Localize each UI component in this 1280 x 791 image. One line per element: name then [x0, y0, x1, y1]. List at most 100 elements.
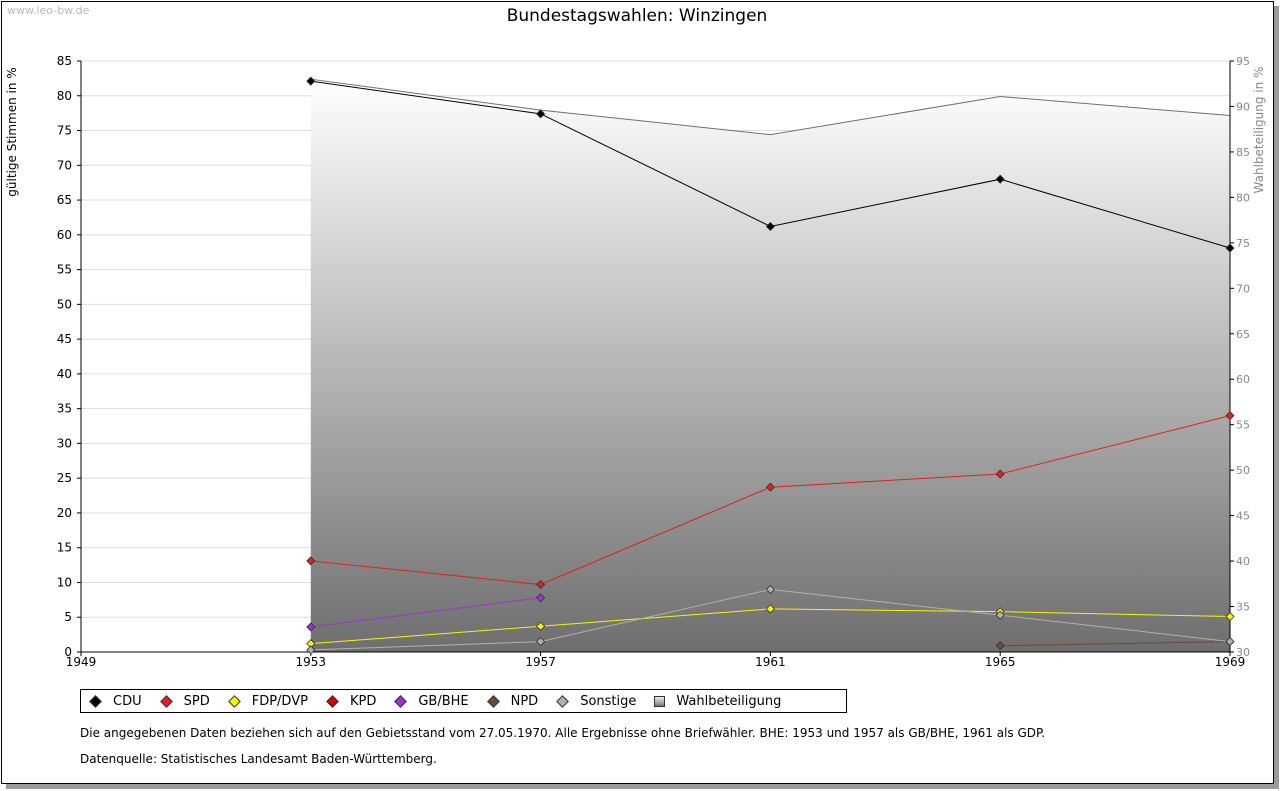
- x-tick-label: 1953: [296, 655, 327, 669]
- data-point-cdu: [765, 221, 775, 232]
- y-tick-label: 65: [57, 193, 72, 207]
- y-tick-label: 50: [57, 297, 72, 311]
- y-tick-label: 10: [57, 575, 72, 589]
- data-point-sonstige: [536, 637, 546, 647]
- data-point-sonstige: [765, 584, 775, 594]
- npd-marker-icon: [486, 694, 500, 708]
- x-tick-label: 1969: [1215, 655, 1246, 669]
- y-tick-label: 20: [57, 506, 72, 520]
- x-tick-label: 1949: [66, 655, 97, 669]
- legend: CDU SPD FDP/DVP KPD GB/BHE NPD Sonstige …: [80, 689, 847, 713]
- x-tick-label: 1957: [525, 655, 556, 669]
- legend-item-gbbhe: GB/BHE: [394, 693, 469, 709]
- turnout-square-icon: [654, 695, 666, 707]
- legend-label: Wahlbeteiligung: [676, 693, 782, 709]
- y2-tick-label: 35: [1236, 601, 1250, 614]
- y2-tick-label: 50: [1236, 464, 1250, 477]
- y2-tick-label: 40: [1236, 555, 1250, 568]
- sonstige-marker-icon: [556, 694, 570, 708]
- legend-label: KPD: [349, 693, 377, 709]
- y-tick-label: 35: [57, 402, 72, 416]
- chart-title: Bundestagswahlen: Winzingen: [507, 6, 768, 26]
- y2-tick-label: 55: [1236, 419, 1250, 432]
- data-point-spd: [995, 469, 1005, 479]
- y2-tick-label: 70: [1236, 282, 1250, 295]
- data-point-fdpdvp: [1225, 611, 1235, 622]
- data-point-sonstige: [306, 645, 316, 655]
- spd-marker-icon: [159, 694, 173, 708]
- y2-tick-label: 30: [1236, 646, 1250, 659]
- y2-tick-label: 85: [1236, 146, 1250, 159]
- y2-tick-label: 80: [1236, 191, 1250, 204]
- data-source: Datenquelle: Statistisches Landesamt Bad…: [80, 752, 437, 766]
- y-tick-label: 45: [57, 332, 72, 346]
- series-group: [306, 76, 1235, 655]
- data-point-spd: [1225, 411, 1235, 421]
- data-point-spd: [306, 556, 316, 566]
- series-line-gbbhe: [310, 597, 541, 628]
- frame-shadow-right: [1274, 6, 1279, 789]
- frame-shadow-bottom: [6, 784, 1279, 789]
- y2-tick-label: 45: [1236, 510, 1250, 523]
- data-point-spd: [765, 482, 775, 492]
- y-tick-label: 60: [57, 228, 72, 242]
- footnote: Die angegebenen Daten beziehen sich auf …: [80, 726, 1046, 740]
- legend-item-turnout: Wahlbeteiligung: [654, 694, 781, 709]
- legend-label: NPD: [510, 693, 539, 709]
- data-point-fdpdvp: [536, 621, 546, 631]
- data-point-sonstige: [1225, 637, 1235, 647]
- data-point-cdu: [995, 174, 1005, 184]
- y-tick-label: 0: [64, 645, 72, 659]
- y-tick-label: 30: [57, 436, 72, 450]
- y2-tick-label: 90: [1236, 100, 1250, 113]
- y-tick-label: 70: [57, 158, 72, 172]
- legend-label: GB/BHE: [418, 693, 469, 709]
- legend-item-spd: SPD: [159, 693, 210, 709]
- data-point-cdu: [1225, 243, 1235, 253]
- watermark: www.leo-bw.de: [7, 4, 90, 17]
- turnout-area-group: [310, 78, 1231, 652]
- data-point-gbbhe: [536, 593, 546, 603]
- x-tick-label: 1965: [985, 655, 1016, 669]
- y-tick-label: 80: [57, 89, 72, 103]
- data-point-npd: [995, 641, 1005, 651]
- fdp-marker-icon: [227, 694, 241, 708]
- data-point-spd: [536, 579, 546, 590]
- legend-item-npd: NPD: [486, 693, 539, 709]
- legend-item-fdp: FDP/DVP: [227, 693, 308, 709]
- turnout-line: [310, 78, 1231, 136]
- data-point-fdpdvp: [765, 604, 775, 614]
- legend-label: CDU: [113, 693, 142, 709]
- legend-item-kpd: KPD: [326, 694, 376, 709]
- legend-label: FDP/DVP: [251, 693, 308, 709]
- axes: 0 5 10 15 20 25 30 35 40 45 50 55 60 65 70 75 80 85 30 35 40…: [57, 54, 1250, 669]
- kpd-marker-icon: [326, 694, 339, 708]
- y-tick-label: 5: [64, 610, 72, 624]
- turnout-area: [310, 79, 1230, 652]
- cdu-marker-icon: [89, 694, 102, 708]
- data-point-cdu: [536, 109, 546, 119]
- y2-tick-label: 95: [1236, 55, 1250, 68]
- legend-label: SPD: [183, 693, 210, 709]
- y2-tick-label: 65: [1236, 328, 1250, 341]
- x-tick-label: 1961: [755, 655, 786, 669]
- series-line-npd: [1000, 641, 1231, 647]
- y-tick-label: 40: [57, 367, 72, 381]
- legend-item-cdu: CDU: [89, 694, 142, 709]
- gbbhe-marker-icon: [394, 694, 408, 708]
- y-tick-label: 15: [57, 541, 72, 555]
- y-tick-label: 85: [57, 54, 72, 68]
- y2-tick-label: 75: [1236, 237, 1250, 250]
- y2-tick-label: 60: [1236, 373, 1250, 386]
- legend-label: Sonstige: [580, 693, 637, 709]
- data-point-sonstige: [995, 610, 1005, 620]
- y-tick-label: 55: [57, 263, 72, 277]
- y-axis-label: gültige Stimmen in %: [5, 67, 19, 196]
- y-tick-label: 75: [57, 124, 72, 138]
- data-point-cdu: [306, 76, 316, 86]
- y2-axis-label: Wahlbeteiligung in %: [1252, 67, 1266, 194]
- legend-item-sonstige: Sonstige: [556, 694, 636, 709]
- data-point-gbbhe: [306, 622, 316, 632]
- y-tick-label: 25: [57, 471, 72, 485]
